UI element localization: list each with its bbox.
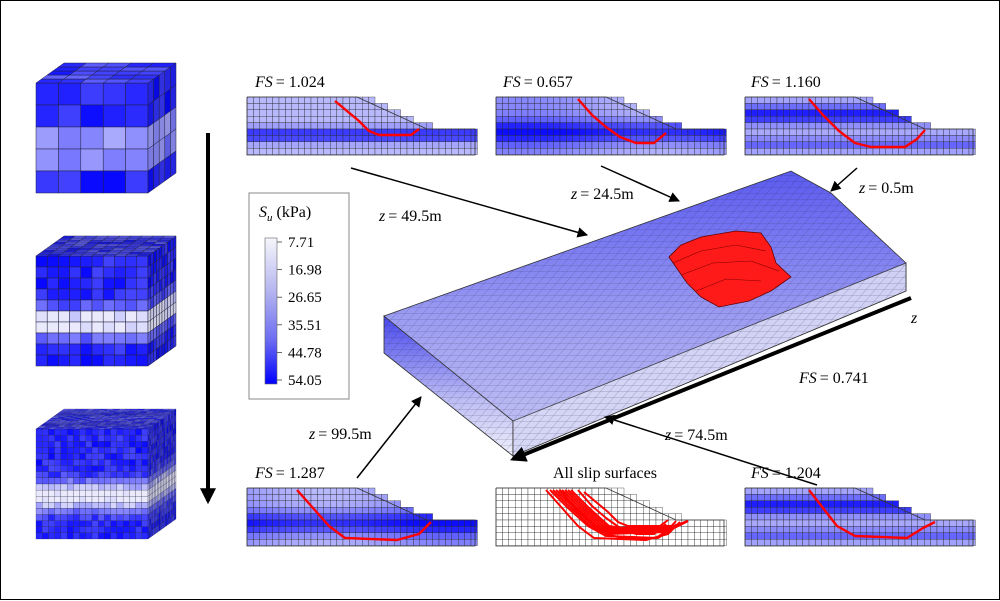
random-field-cubes <box>35 62 177 540</box>
legend-tick-label: 54.05 <box>288 373 322 389</box>
section-panel-z74.5 <box>744 487 976 547</box>
slip-surface-line <box>334 100 420 137</box>
section-panel-z24.5 <box>495 96 727 156</box>
legend-tick-label: 16.98 <box>288 263 322 279</box>
slip-surface-line <box>296 489 432 542</box>
overall-fs: FS = 0.741 <box>798 370 869 387</box>
section-panel-z0.5 <box>744 96 976 156</box>
fs-label-top-right: FS = 1.160 <box>750 74 821 91</box>
all-slip-surfaces-label: All slip surfaces <box>553 465 657 482</box>
arrow-z-74.5 <box>604 414 818 486</box>
slip-surface-line <box>808 98 926 149</box>
legend-colorbar <box>264 237 278 385</box>
section-panels <box>246 96 976 547</box>
legend-tick-label: 7.71 <box>288 235 314 251</box>
section-panel-z99.5 <box>246 487 478 547</box>
z-label-49.5: z = 49.5m <box>378 208 442 225</box>
arrow-z-99.5 <box>356 396 422 479</box>
legend-tick-label: 26.65 <box>288 290 322 306</box>
3d-slope-model <box>383 170 907 457</box>
legend-title: Su (kPa) <box>259 204 311 224</box>
z-axis-line <box>510 296 912 462</box>
section-panel-all-slip <box>495 487 727 547</box>
slip-surface-line <box>577 98 667 145</box>
fs-label-top-left: FS = 1.024 <box>254 74 325 91</box>
slip-surface-line <box>808 489 936 540</box>
su-legend: Su (kPa) 7.71 16.98 26.65 35.51 44.78 54.05 <box>248 192 350 400</box>
arrow-z-0.5 <box>830 167 858 192</box>
fs-label-bottom-left: FS = 1.287 <box>254 465 325 482</box>
fs-label-top-mid: FS = 0.657 <box>502 74 573 91</box>
random-field-cube <box>35 62 177 194</box>
legend-tick-label: 35.51 <box>288 318 322 334</box>
slip-surface-line <box>570 489 689 529</box>
random-field-cube <box>35 235 177 367</box>
z-label-0.5: z = 0.5m <box>858 180 914 197</box>
z-axis-label: z <box>910 310 918 327</box>
z-label-74.5: z = 74.5m <box>664 427 728 444</box>
section-panel-z49.5 <box>246 96 478 156</box>
random-field-cube <box>35 408 177 540</box>
fs-label-bottom-right: FS = 1.204 <box>750 465 821 482</box>
slip-surface-line <box>545 489 681 542</box>
z-label-24.5: z = 24.5m <box>570 186 634 203</box>
z-label-99.5: z = 99.5m <box>308 426 372 443</box>
arrow-z-49.5 <box>350 167 589 238</box>
arrow-z-24.5 <box>600 165 680 202</box>
legend-tick-label: 44.78 <box>288 345 322 361</box>
